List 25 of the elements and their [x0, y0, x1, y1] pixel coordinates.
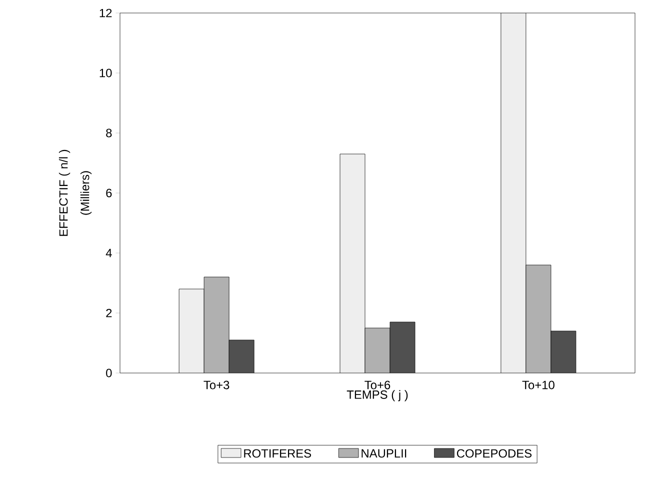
x-tick-label: To+3	[204, 380, 230, 390]
bar	[228, 340, 254, 373]
legend-label: COPEPODES	[456, 449, 532, 458]
legend-label: ROTIFERES	[244, 449, 312, 458]
y-tick-label: 6	[106, 188, 112, 198]
bar	[390, 322, 416, 373]
y-axis-title: EFFECTIF ( n/l )	[58, 150, 70, 236]
x-axis-title: TEMPS ( j )	[346, 390, 408, 402]
bar	[178, 288, 204, 373]
bar	[204, 276, 230, 373]
bar	[500, 12, 526, 373]
y-tick-label: 2	[106, 308, 112, 318]
bar	[550, 330, 576, 373]
bar	[340, 154, 366, 373]
x-tick-label: To+10	[522, 380, 554, 390]
bar	[364, 328, 390, 373]
y-tick-label: 12	[100, 8, 112, 18]
x-tick-label: To+6	[364, 380, 390, 390]
text: (Milliers)	[80, 171, 92, 215]
y-tick-label: 10	[100, 68, 112, 78]
y-tick-label: 4	[106, 248, 112, 258]
legend-label: NAUPLII	[362, 449, 406, 458]
y-tick-label: 0	[106, 368, 112, 378]
y-tick-label: 8	[106, 128, 112, 138]
bar	[526, 264, 552, 373]
